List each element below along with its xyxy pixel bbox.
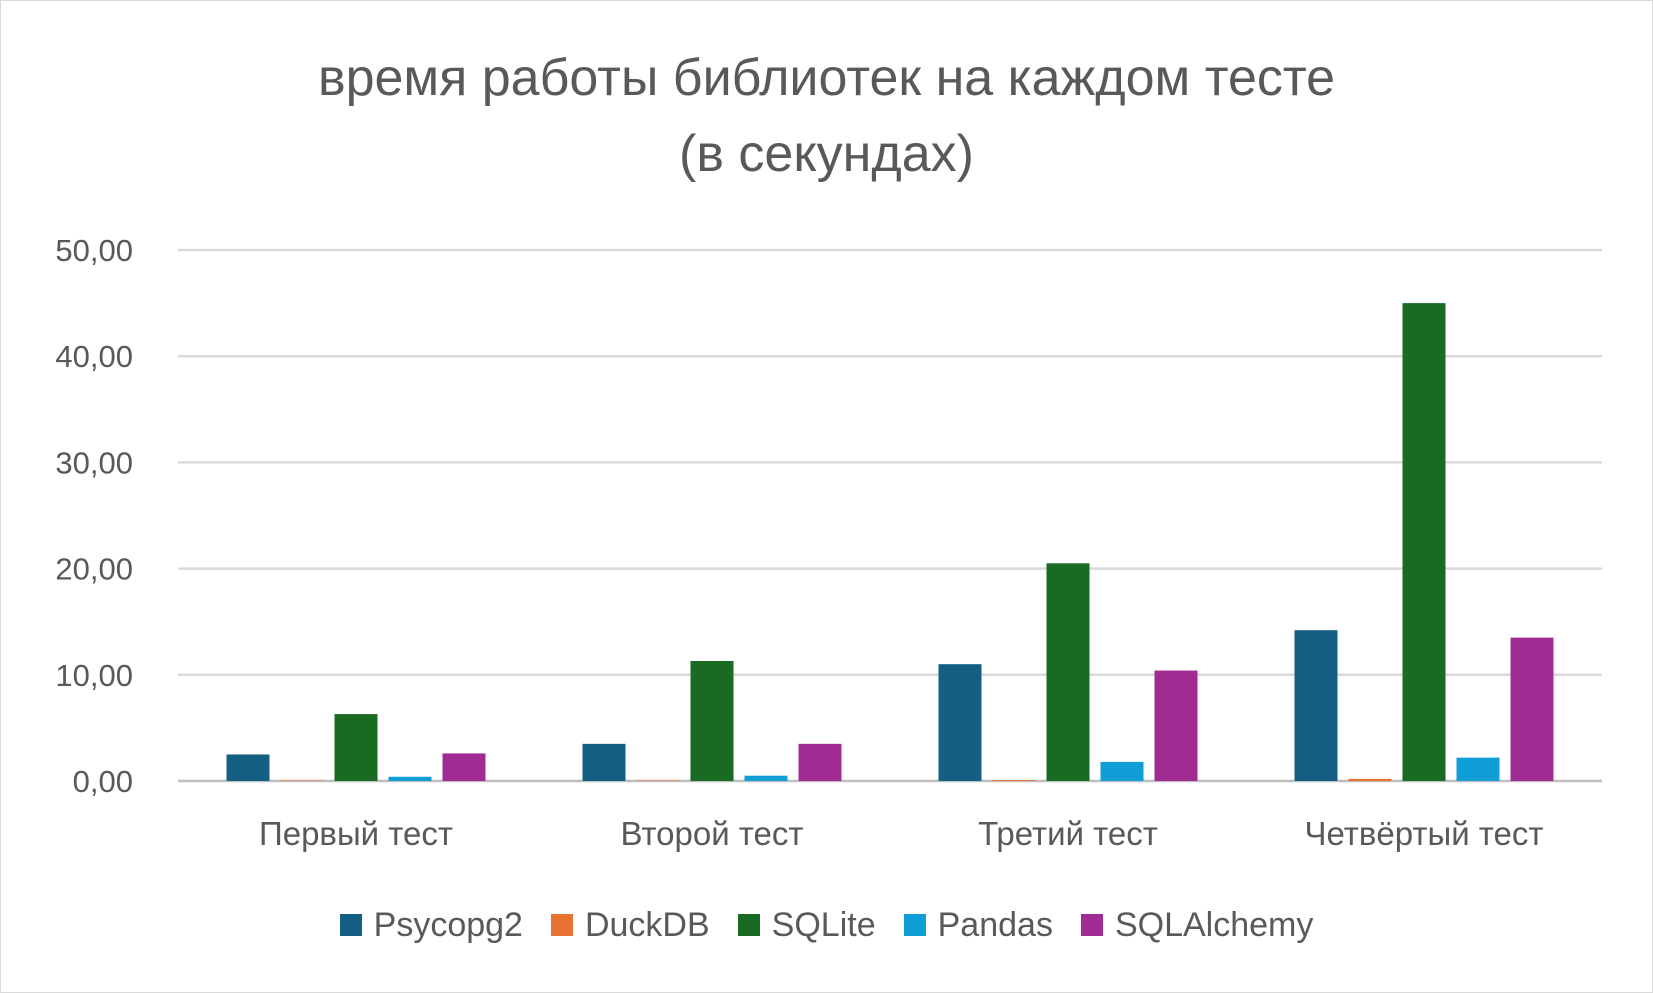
legend-item: Psycopg2 — [339, 905, 523, 945]
legend-label: SQLite — [771, 905, 876, 944]
legend-label: SQLAlchemy — [1114, 905, 1314, 944]
bar-sqlite — [334, 714, 378, 781]
y-tick-label: 40,00 — [55, 339, 133, 374]
x-category-label: Четвёртый тест — [1304, 815, 1543, 852]
legend-swatch — [339, 914, 362, 936]
chart-title-line-2: (в секундах) — [679, 125, 974, 183]
legend: Psycopg2 DuckDB SQLite Pandas SQLAlchemy — [0, 900, 1653, 950]
legend-swatch — [903, 914, 926, 936]
bar-duckdb — [1348, 778, 1392, 781]
bar-sqlalchemy — [442, 753, 486, 781]
chart-title: время работы библиотек на каждом тесте (… — [0, 40, 1653, 192]
chart-title-line-1: время работы библиотек на каждом тесте — [317, 49, 1336, 107]
legend-label: DuckDB — [584, 905, 710, 944]
bar-pandas — [1456, 757, 1500, 781]
y-tick-label: 10,00 — [55, 658, 133, 693]
bar-duckdb — [992, 780, 1036, 781]
bar-psycopg2 — [1294, 630, 1338, 781]
legend-swatch — [737, 914, 760, 936]
bar-sqlite — [690, 660, 734, 781]
bar-psycopg2 — [226, 754, 270, 781]
bar-pandas — [388, 776, 432, 781]
bar-sqlalchemy — [798, 743, 842, 781]
legend-item: Pandas — [903, 905, 1053, 945]
x-category-label: Первый тест — [259, 815, 453, 852]
legend-swatch — [550, 914, 573, 936]
bar-sqlite — [1046, 563, 1090, 781]
legend-item: SQLAlchemy — [1080, 905, 1314, 945]
x-category-label: Третий тест — [978, 815, 1158, 852]
legend-label: Pandas — [937, 905, 1053, 944]
legend-item: DuckDB — [550, 905, 710, 945]
x-category-label: Второй тест — [620, 815, 803, 852]
y-tick-label: 0,00 — [73, 764, 133, 799]
bar-duckdb — [636, 780, 680, 781]
bar-sqlite — [1402, 303, 1446, 781]
legend-label: Psycopg2 — [373, 905, 523, 944]
bar-psycopg2 — [582, 743, 626, 781]
y-tick-label: 30,00 — [55, 445, 133, 480]
bar-duckdb — [280, 780, 324, 781]
legend-swatch — [1080, 914, 1103, 936]
bar-sqlalchemy — [1154, 670, 1198, 781]
y-tick-label: 20,00 — [55, 552, 133, 587]
bar-sqlalchemy — [1510, 637, 1554, 781]
bar-psycopg2 — [938, 664, 982, 781]
y-tick-label: 50,00 — [55, 233, 133, 268]
legend-item: SQLite — [737, 905, 876, 945]
bar-pandas — [744, 775, 788, 781]
bar-pandas — [1100, 761, 1144, 781]
